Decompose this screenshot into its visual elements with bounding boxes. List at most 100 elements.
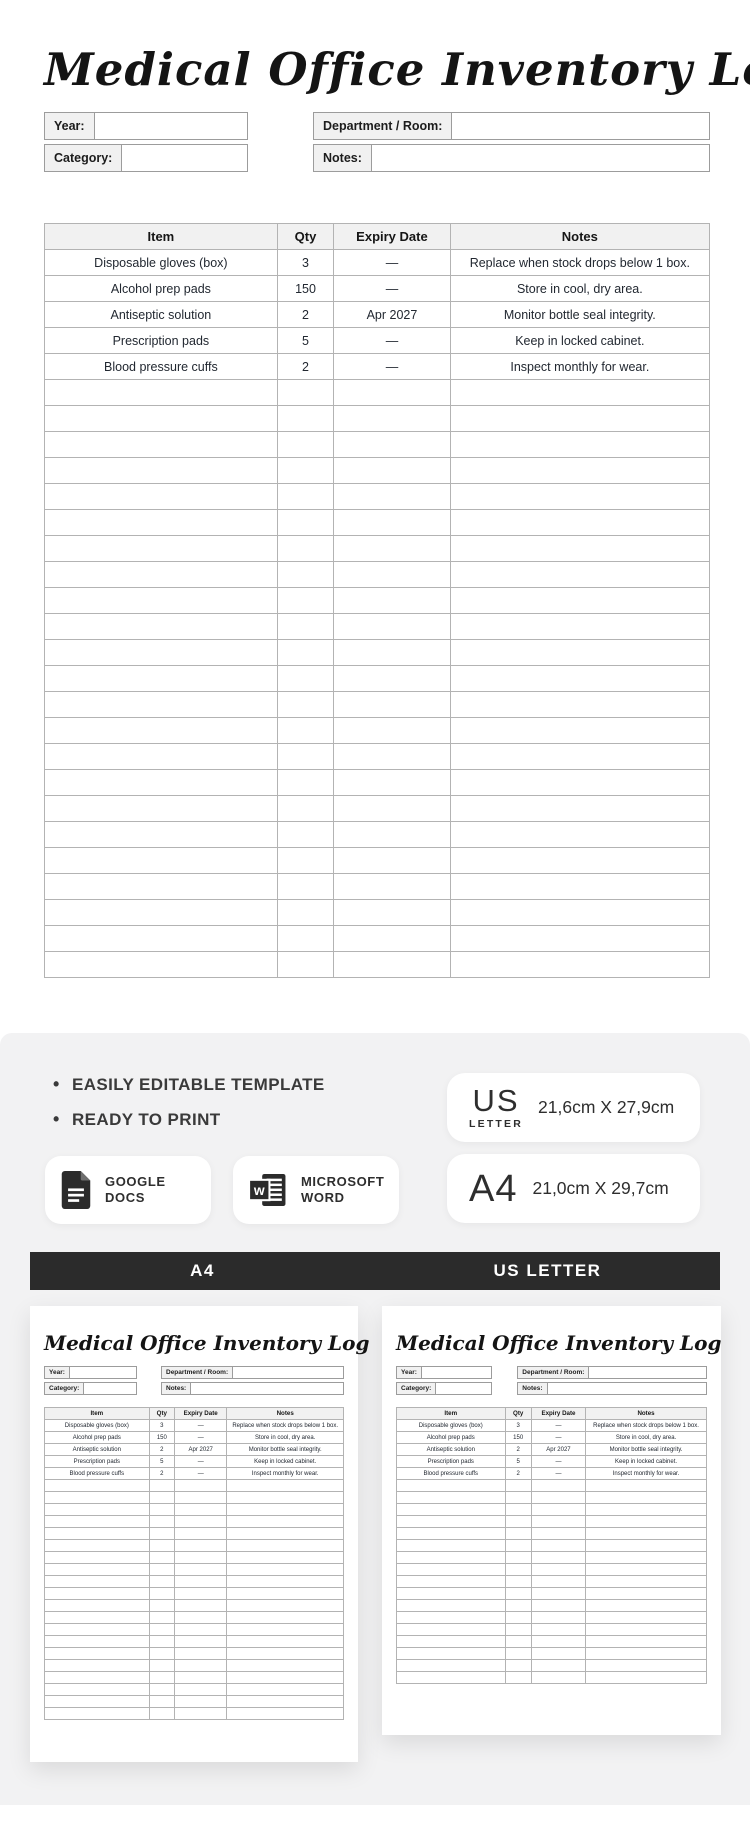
empty-cell bbox=[148, 1707, 176, 1720]
a4-preview-fields: Year: Category: Department / Room: Notes… bbox=[44, 1366, 344, 1398]
a4-code-text: A4 bbox=[469, 1167, 518, 1210]
item-cell: Inspect monthly for wear. bbox=[226, 1467, 344, 1480]
empty-cell bbox=[174, 1599, 228, 1612]
column-header: Item bbox=[44, 223, 278, 250]
us-field-department: Department / Room: bbox=[517, 1366, 707, 1379]
field-category-input[interactable] bbox=[122, 145, 247, 171]
empty-row bbox=[396, 1551, 707, 1564]
empty-row bbox=[44, 665, 711, 692]
empty-cell bbox=[226, 1551, 344, 1564]
item-cell: Alcohol prep pads bbox=[396, 1431, 506, 1444]
size-cards: US LETTER 21,6cm X 27,9cm A4 21,0cm X 29… bbox=[447, 1073, 700, 1224]
empty-cell bbox=[449, 509, 711, 536]
empty-cell bbox=[276, 769, 335, 796]
field-notes-input[interactable] bbox=[371, 145, 709, 171]
a4-preview-title: Medical Office Inventory Log bbox=[44, 1331, 370, 1355]
empty-cell bbox=[44, 1587, 150, 1600]
a4-field-department-input bbox=[233, 1367, 343, 1378]
item-cell: — bbox=[333, 353, 451, 380]
empty-cell bbox=[276, 873, 335, 900]
empty-cell bbox=[585, 1539, 707, 1552]
empty-cell bbox=[449, 665, 711, 692]
feature-item: EASILY EDITABLE TEMPLATE bbox=[47, 1074, 399, 1095]
empty-cell bbox=[174, 1587, 228, 1600]
empty-cell bbox=[44, 483, 278, 510]
empty-cell bbox=[504, 1539, 532, 1552]
empty-cell bbox=[449, 587, 711, 614]
empty-cell bbox=[226, 1515, 344, 1528]
empty-cell bbox=[530, 1563, 587, 1576]
empty-cell bbox=[585, 1575, 707, 1588]
empty-cell bbox=[449, 769, 711, 796]
empty-cell bbox=[585, 1635, 707, 1648]
empty-cell bbox=[226, 1707, 344, 1720]
item-cell: Store in cool, dry area. bbox=[226, 1431, 344, 1444]
empty-row bbox=[44, 405, 711, 432]
empty-row bbox=[44, 1695, 344, 1708]
a4-dimensions: 21,0cm X 29,7cm bbox=[532, 1178, 669, 1198]
empty-cell bbox=[396, 1587, 506, 1600]
item-cell: Monitor bottle seal integrity. bbox=[449, 301, 711, 328]
item-row: Prescription pads 5— Keep in locked cabine… bbox=[44, 327, 711, 354]
a4-size-card: A4 21,0cm X 29,7cm bbox=[447, 1154, 700, 1223]
empty-cell bbox=[44, 1635, 150, 1648]
empty-cell bbox=[530, 1527, 587, 1540]
item-cell: Disposable gloves (box) bbox=[44, 1419, 150, 1432]
empty-cell bbox=[449, 379, 711, 406]
us-letter-size-card: US LETTER 21,6cm X 27,9cm bbox=[447, 1073, 700, 1142]
item-cell: Alcohol prep pads bbox=[44, 1431, 150, 1444]
empty-row bbox=[396, 1623, 707, 1636]
empty-cell bbox=[333, 899, 451, 926]
empty-row bbox=[44, 1623, 344, 1636]
empty-cell bbox=[44, 431, 278, 458]
empty-cell bbox=[148, 1599, 176, 1612]
empty-cell bbox=[148, 1527, 176, 1540]
item-cell: — bbox=[333, 249, 451, 276]
empty-cell bbox=[276, 691, 335, 718]
item-cell: 2 bbox=[148, 1467, 176, 1480]
item-cell: Prescription pads bbox=[44, 327, 278, 354]
empty-row bbox=[44, 795, 711, 822]
inventory-table: Item Qty Expiry Date Notes Disposable gloves… bbox=[44, 223, 711, 978]
empty-cell bbox=[226, 1623, 344, 1636]
us-field-category-label: Category: bbox=[397, 1383, 437, 1394]
empty-cell bbox=[333, 951, 451, 978]
empty-cell bbox=[276, 587, 335, 614]
empty-cell bbox=[333, 847, 451, 874]
microsoft-word-badge: w MICROSOFT WORD bbox=[233, 1156, 399, 1224]
empty-cell bbox=[530, 1575, 587, 1588]
template-fields: Year: Category: Department / Room: Notes… bbox=[44, 112, 710, 176]
empty-cell bbox=[585, 1479, 707, 1492]
empty-row bbox=[396, 1599, 707, 1612]
item-cell: Alcohol prep pads bbox=[44, 275, 278, 302]
a4-field-category: Category: bbox=[44, 1382, 137, 1395]
item-row: Blood pressure cuffs 2— Inspect monthly fo… bbox=[44, 1467, 344, 1480]
empty-cell bbox=[530, 1623, 587, 1636]
empty-row bbox=[44, 691, 711, 718]
item-cell: Store in cool, dry area. bbox=[449, 275, 711, 302]
empty-row bbox=[44, 1659, 344, 1672]
a4-preview-table: Item Qty Expiry Date Notes Disposable gloves… bbox=[44, 1407, 344, 1720]
empty-cell bbox=[226, 1587, 344, 1600]
empty-cell bbox=[44, 743, 278, 770]
field-year-input[interactable] bbox=[94, 113, 247, 139]
empty-cell bbox=[276, 743, 335, 770]
field-department-room-input[interactable] bbox=[452, 113, 709, 139]
empty-cell bbox=[333, 561, 451, 588]
empty-cell bbox=[174, 1647, 228, 1660]
empty-cell bbox=[333, 639, 451, 666]
empty-cell bbox=[333, 691, 451, 718]
item-cell: — bbox=[530, 1467, 587, 1480]
item-cell: Antiseptic solution bbox=[44, 301, 278, 328]
item-cell: — bbox=[174, 1431, 228, 1444]
empty-cell bbox=[504, 1515, 532, 1528]
item-row: Antiseptic solution 2 Apr 2027 Monitor bott… bbox=[44, 1443, 344, 1456]
empty-cell bbox=[44, 1623, 150, 1636]
empty-cell bbox=[174, 1563, 228, 1576]
empty-cell bbox=[585, 1527, 707, 1540]
empty-cell bbox=[504, 1599, 532, 1612]
item-cell: Inspect monthly for wear. bbox=[449, 353, 711, 380]
empty-cell bbox=[504, 1623, 532, 1636]
empty-cell bbox=[226, 1635, 344, 1648]
empty-cell bbox=[449, 561, 711, 588]
